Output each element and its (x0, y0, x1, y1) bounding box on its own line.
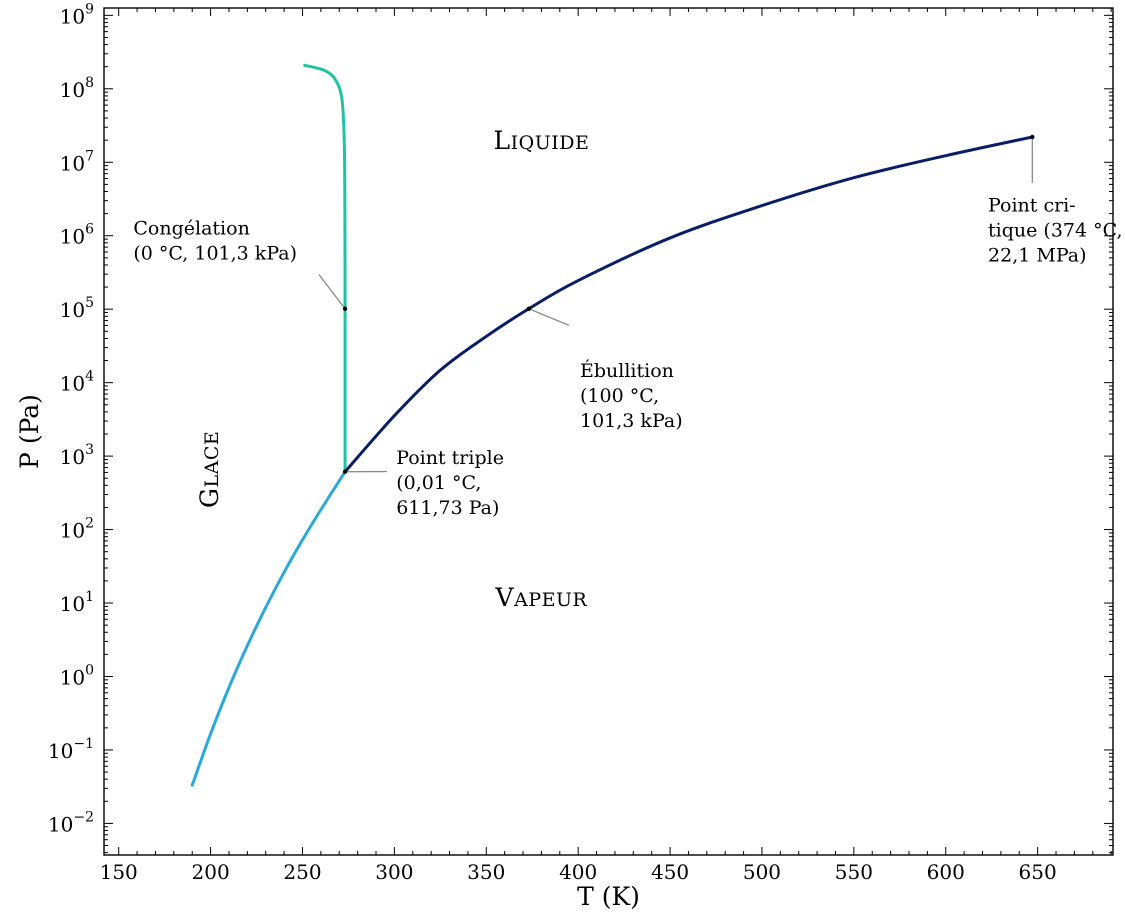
plot-frame (103, 7, 1114, 856)
x-tick-label: 400 (559, 860, 597, 884)
y-tick-label: 103 (60, 442, 94, 469)
x-tick-label: 150 (100, 860, 138, 884)
y-tick-label: 107 (60, 148, 94, 175)
y-tick-label: 102 (60, 516, 94, 543)
x-tick-label: 350 (467, 860, 505, 884)
annotation-critical-point: Point cri-tique (374 °C, 22,1 MPa) (988, 194, 1123, 266)
sublimation-curve (190, 470, 347, 787)
y-tick-label: 104 (60, 369, 94, 396)
y-tick-label: 101 (60, 589, 94, 616)
y-tick-label: 106 (60, 222, 94, 249)
y-tick-label: 10−1 (48, 736, 94, 763)
x-tick-label: 650 (1019, 860, 1057, 884)
x-tick-label: 200 (192, 860, 230, 884)
region-label-liquide: LIQUIDE (494, 126, 590, 155)
x-tick-label: 600 (927, 860, 965, 884)
point-congelation (342, 306, 348, 311)
annotation-ebullition: Ébullition (100 °C, 101,3 kPa) (580, 359, 683, 432)
annotation-congelation: Congélation (0 °C, 101,3 kPa) (133, 217, 297, 264)
x-tick-label: 550 (835, 860, 873, 884)
x-tick-label: 250 (283, 860, 321, 884)
y-tick-label: 10−2 (48, 809, 94, 836)
x-tick-label: 450 (651, 860, 689, 884)
point-triple (342, 469, 348, 474)
y-tick-label: 105 (60, 295, 94, 322)
x-tick-label: 300 (375, 860, 413, 884)
y-tick-label: 109 (60, 1, 94, 28)
x-tick-label: 500 (743, 860, 781, 884)
vaporization-curve (343, 135, 1034, 474)
axes-layer: 150 200 250 300 350 400 450 500 550 600 650 109 108 1… (15, 1, 1114, 911)
x-axis-title: T (K) (577, 882, 640, 911)
y-axis-title: P (Pa) (15, 394, 44, 469)
leader-layer (318, 136, 1033, 473)
y-tick-label: 108 (60, 75, 94, 102)
y-tick-label: 100 (60, 662, 94, 689)
region-label-glace: GLACE (195, 431, 224, 508)
region-label-vapeur: VAPEUR (495, 583, 588, 612)
annotation-triple-point: Point triple (0,01 °C, 611,73 Pa) (396, 447, 504, 519)
text-layer: LIQUIDE GLACE VAPEUR Congélation (0 °C, 101,… (133, 126, 1122, 612)
point-critical (1030, 134, 1035, 140)
fusion-curve (303, 63, 347, 474)
leader-ebullition (528, 308, 570, 326)
leader-congelation (318, 274, 346, 310)
point-ebullition (526, 306, 532, 311)
series-layer (190, 63, 1034, 787)
point-layer (342, 134, 1035, 474)
